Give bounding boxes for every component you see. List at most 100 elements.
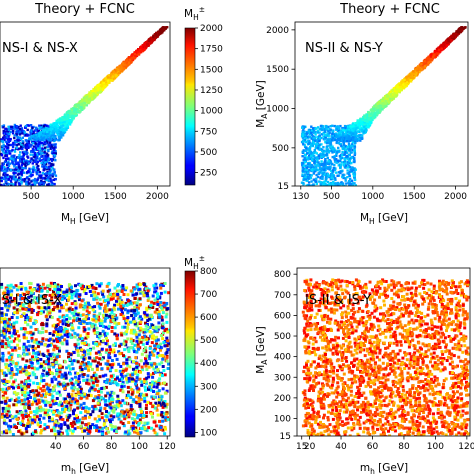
- scatter-point: [72, 110, 76, 114]
- scatter-point: [325, 174, 328, 177]
- scatter-point: [79, 102, 82, 106]
- scatter-point: [330, 169, 333, 173]
- scatter-point: [353, 144, 356, 147]
- scatter-point: [5, 140, 8, 143]
- scatter-point: [329, 145, 333, 148]
- scatter-point: [304, 141, 308, 144]
- scatter-point: [346, 145, 349, 149]
- scatter-point: [163, 26, 166, 29]
- scatter-point: [19, 130, 22, 133]
- scatter-point: [347, 181, 350, 184]
- scatter-point: [3, 151, 6, 155]
- scatter-point: [418, 71, 421, 74]
- scatter-point: [5, 147, 8, 150]
- scatter-point: [308, 149, 311, 152]
- scatter-point: [72, 116, 75, 120]
- scatter-point: [361, 121, 364, 125]
- scatter-point: [29, 159, 32, 163]
- scatter-point: [53, 136, 56, 139]
- scatter-point: [63, 113, 67, 116]
- scatter-point: [47, 172, 50, 175]
- scatter-point: [35, 171, 38, 174]
- scatter-point: [433, 53, 436, 56]
- scatter-point: [36, 140, 39, 143]
- scatter-point: [327, 151, 331, 154]
- scatter-point: [344, 150, 347, 154]
- scatter-point: [32, 145, 36, 148]
- scatter-point: [334, 183, 337, 186]
- scatter-point: [51, 175, 54, 178]
- scatter-point: [88, 100, 91, 104]
- scatter-point: [83, 106, 86, 109]
- scatter-point: [18, 136, 22, 139]
- scatter-point: [304, 164, 308, 168]
- scatter-point: [353, 152, 357, 155]
- scatter-point: [21, 393, 25, 397]
- scatter-point: [358, 130, 361, 134]
- scatter-point: [119, 67, 123, 70]
- scatter-point: [18, 179, 21, 182]
- scatter-point: [63, 116, 66, 119]
- scatter-point: [106, 339, 109, 343]
- scatter-point: [33, 177, 37, 181]
- scatter-point: [61, 119, 64, 122]
- scatter-point: [51, 163, 55, 166]
- scatter-point: [323, 138, 326, 141]
- scatter-point: [27, 169, 30, 173]
- scatter-point: [70, 360, 74, 363]
- scatter-point: [52, 148, 56, 152]
- scatter-point: [336, 149, 339, 152]
- scatter-point: [160, 29, 163, 32]
- scatter-point: [12, 299, 16, 303]
- scatter-point: [320, 143, 323, 146]
- scatter-point: [319, 124, 323, 128]
- scatter-point: [348, 139, 352, 142]
- scatter-point: [54, 143, 57, 146]
- scatter-point: [342, 184, 346, 186]
- scatter-point: [357, 123, 360, 127]
- scatter-point: [147, 44, 150, 47]
- scatter-point: [9, 152, 12, 155]
- scatter-point: [99, 86, 102, 90]
- scatter-point: [335, 151, 339, 154]
- scatter-point: [368, 114, 371, 118]
- scatter-point: [96, 84, 100, 88]
- scatter-point: [47, 166, 51, 169]
- scatter-point: [69, 109, 73, 113]
- scatter-point: [0, 176, 3, 180]
- scatter-point: [143, 313, 147, 317]
- scatter-point: [352, 133, 355, 136]
- y-tick-label: 2000: [266, 26, 289, 36]
- scatter-point: [315, 177, 318, 180]
- scatter-point: [159, 348, 162, 352]
- scatter-point: [325, 166, 328, 169]
- scatter-point: [65, 128, 68, 131]
- scatter-point: [342, 153, 345, 156]
- scatter-point: [348, 174, 351, 177]
- scatter-point: [50, 143, 53, 147]
- scatter-point: [339, 170, 342, 173]
- scatter-point: [50, 163, 53, 166]
- scatter-point: [351, 145, 355, 148]
- scatter-point: [115, 357, 119, 361]
- scatter-point: [341, 137, 345, 140]
- scatter-point: [416, 71, 419, 74]
- scatter-point: [42, 182, 46, 185]
- scatter-point: [142, 45, 145, 48]
- scatter-point: [34, 153, 37, 157]
- scatter-point: [12, 129, 15, 132]
- scatter-point: [351, 136, 355, 139]
- scatter-point: [381, 100, 384, 103]
- scatter-point: [4, 346, 8, 350]
- scatter-point: [102, 79, 105, 82]
- scatter-point: [303, 160, 307, 164]
- scatter-point: [310, 154, 313, 158]
- scatter-point: [438, 46, 442, 49]
- scatter-point: [356, 134, 359, 137]
- scatter-point: [435, 49, 439, 52]
- scatter-point: [307, 156, 311, 159]
- scatter-point: [47, 179, 50, 183]
- scatter-point: [316, 135, 319, 139]
- scatter-point: [324, 136, 327, 139]
- scatter-point: [359, 118, 362, 122]
